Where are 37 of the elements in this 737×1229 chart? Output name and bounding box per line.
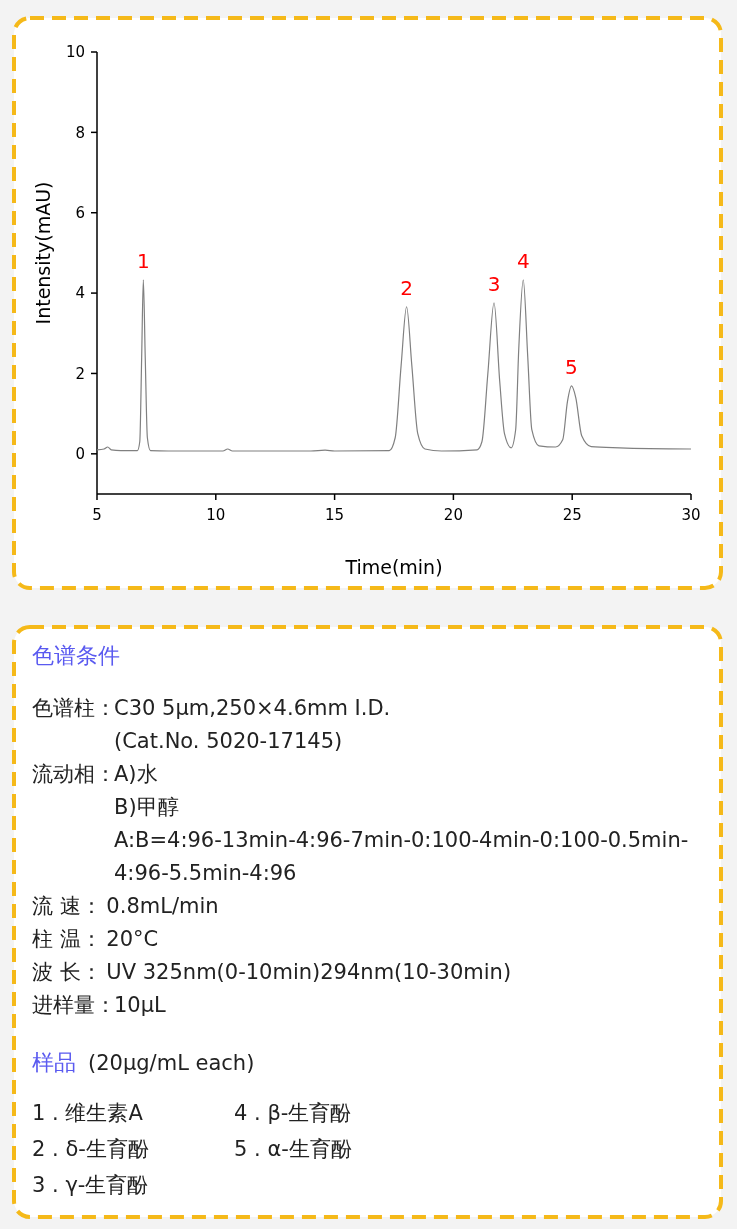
text: 4 . β-生育酚	[234, 1101, 352, 1125]
x-axis-title: Time(min)	[344, 556, 443, 578]
x-tick-label: 30	[681, 506, 701, 524]
y-axis-title: Intensity(mAU)	[32, 181, 54, 325]
text: 柱 温：20°C	[32, 927, 159, 951]
text: 2 . δ-生育酚	[32, 1137, 149, 1161]
text: 流 速：0.8mL/min	[32, 894, 219, 918]
text: 5 . α-生育酚	[234, 1137, 352, 1161]
text: B)甲醇	[114, 795, 179, 819]
y-tick-label: 0	[75, 445, 85, 464]
text: 色谱条件	[32, 643, 120, 668]
text: 样品	[32, 1050, 76, 1075]
x-tick-label: 20	[443, 506, 463, 524]
text: 1 . 维生素A	[32, 1101, 144, 1125]
annotation: 4	[516, 248, 530, 273]
x-tick-label: 10	[206, 506, 226, 524]
y-tick-label: 8	[75, 123, 85, 142]
text: 色谱柱：C30 5µm,250×4.6mm I.D.	[32, 696, 391, 720]
text: A:B=4:96-13min-4:96-7min-0:100-4min-0:100-0.5min-4:96-5.5min-4:96	[114, 828, 689, 885]
y-tick-label: 10	[65, 43, 85, 62]
text: 波 长：UV 325nm(0-10min)294nm(10-30min)	[32, 960, 512, 984]
annotation: 3	[487, 271, 501, 296]
y-tick-label: 2	[75, 364, 85, 383]
y-tick-label: 6	[75, 203, 85, 222]
x-tick-label: 5	[92, 506, 102, 524]
text: (Cat.No. 5020-17145)	[114, 729, 343, 753]
text: 进样量：10µL	[32, 993, 167, 1017]
text: (20µg/mL each)	[88, 1051, 255, 1075]
text: 3 . γ-生育酚	[32, 1173, 149, 1197]
annotation: 2	[400, 275, 413, 300]
annotation: 1	[136, 248, 150, 273]
line-series	[96, 279, 692, 452]
x-tick-label: 15	[325, 506, 345, 524]
x-tick-label: 25	[562, 506, 582, 524]
annotation: 5	[565, 354, 578, 379]
y-tick-label: 4	[75, 284, 85, 303]
text: 流动相：A)水	[32, 762, 158, 786]
